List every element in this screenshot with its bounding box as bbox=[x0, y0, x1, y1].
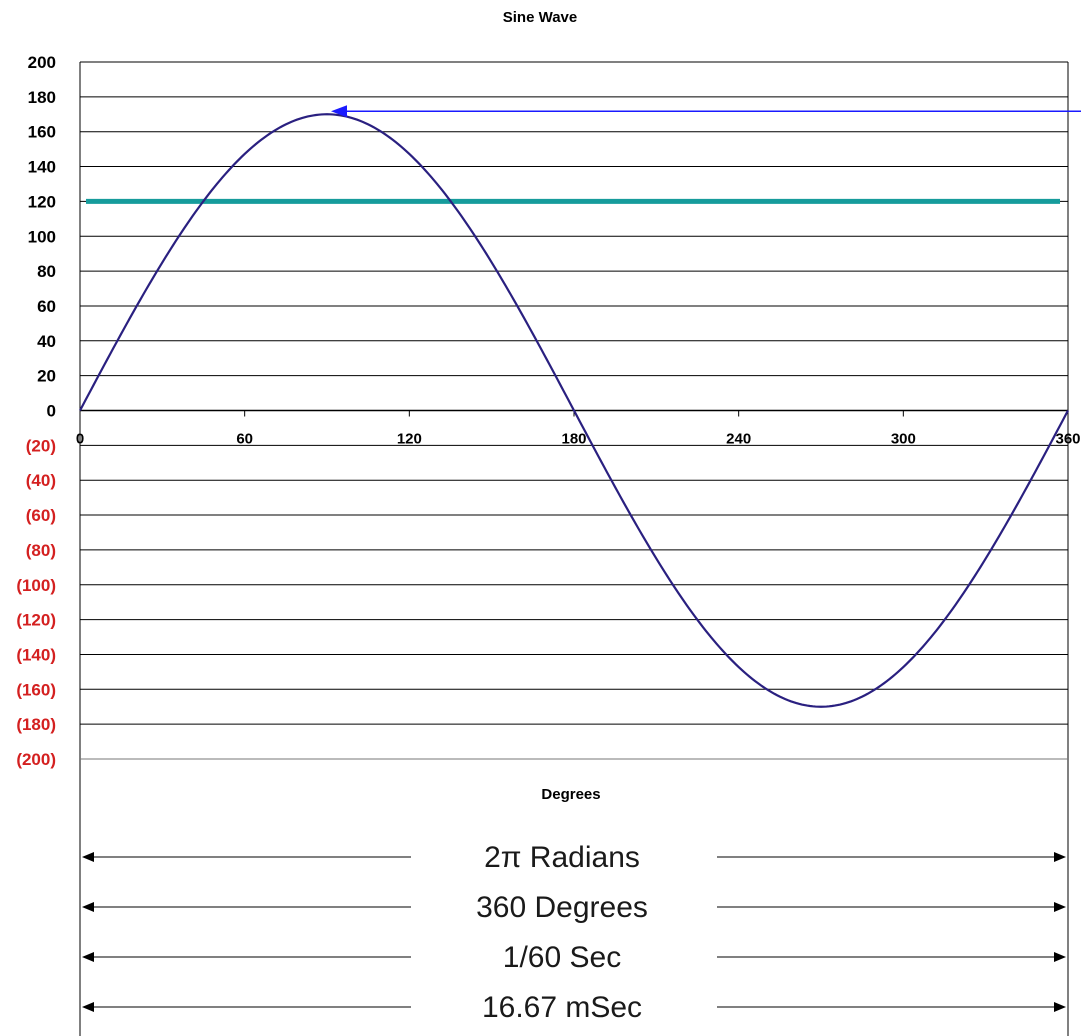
x-axis-ticks: 0 60 120 180 240 300 360 bbox=[76, 431, 1081, 448]
span-arrowhead-left bbox=[82, 902, 94, 912]
span-label: 16.67 mSec bbox=[482, 991, 642, 1024]
y-tick-label: 60 bbox=[37, 297, 56, 316]
y-tick-label: (160) bbox=[16, 680, 56, 699]
y-tick-label: (120) bbox=[16, 611, 56, 630]
y-tick-label: 40 bbox=[37, 332, 56, 351]
y-axis-ticks: 200180160140120100806040200(20)(40)(60)(… bbox=[16, 53, 56, 769]
span-arrowhead-right bbox=[1054, 902, 1066, 912]
x-tick-label: 240 bbox=[726, 431, 751, 448]
y-tick-label: (100) bbox=[16, 576, 56, 595]
y-tick-label: 140 bbox=[28, 158, 56, 177]
x-tick-label: 0 bbox=[76, 431, 84, 448]
span-arrowhead-left bbox=[82, 1002, 94, 1012]
span-label: 360 Degrees bbox=[476, 891, 648, 924]
y-tick-label: 80 bbox=[37, 262, 56, 281]
sine-wave-series bbox=[79, 113, 1069, 708]
span-label: 1/60 Sec bbox=[503, 941, 621, 974]
span-arrowhead-left bbox=[82, 952, 94, 962]
y-tick-label: (40) bbox=[26, 471, 56, 490]
x-tick-label: 300 bbox=[891, 431, 916, 448]
span-arrowhead-right bbox=[1054, 1002, 1066, 1012]
x-tick-label: 180 bbox=[561, 431, 586, 448]
y-tick-label: (60) bbox=[26, 506, 56, 525]
span-arrowhead-left bbox=[82, 852, 94, 862]
y-tick-label: 180 bbox=[28, 88, 56, 107]
y-tick-label: 20 bbox=[37, 367, 56, 386]
y-tick-label: (80) bbox=[26, 541, 56, 560]
period-span-annotations: 2π Radians 360 Degrees 1/60 Sec 16.67 mSec bbox=[82, 841, 1066, 1024]
span-arrowhead-right bbox=[1054, 952, 1066, 962]
gridlines bbox=[79, 61, 1069, 1036]
peak-pointer-arrow bbox=[331, 105, 1081, 118]
span-arrowhead-right bbox=[1054, 852, 1066, 862]
x-tick-label: 120 bbox=[397, 431, 422, 448]
y-tick-label: (20) bbox=[26, 436, 56, 455]
x-tick-label: 360 bbox=[1055, 431, 1080, 448]
y-tick-label: (200) bbox=[16, 750, 56, 769]
x-axis-label: Degrees bbox=[541, 786, 600, 803]
x-tick-label: 60 bbox=[236, 431, 253, 448]
chart-title: Sine Wave bbox=[503, 9, 577, 26]
y-tick-label: 0 bbox=[47, 402, 56, 421]
span-label: 2π Radians bbox=[484, 841, 640, 874]
y-tick-label: 200 bbox=[28, 53, 56, 72]
y-tick-label: (180) bbox=[16, 715, 56, 734]
y-tick-label: 160 bbox=[28, 123, 56, 142]
y-tick-label: 120 bbox=[28, 192, 56, 211]
y-tick-label: (140) bbox=[16, 645, 56, 664]
arrow-head bbox=[331, 105, 347, 118]
y-tick-label: 100 bbox=[28, 227, 56, 246]
